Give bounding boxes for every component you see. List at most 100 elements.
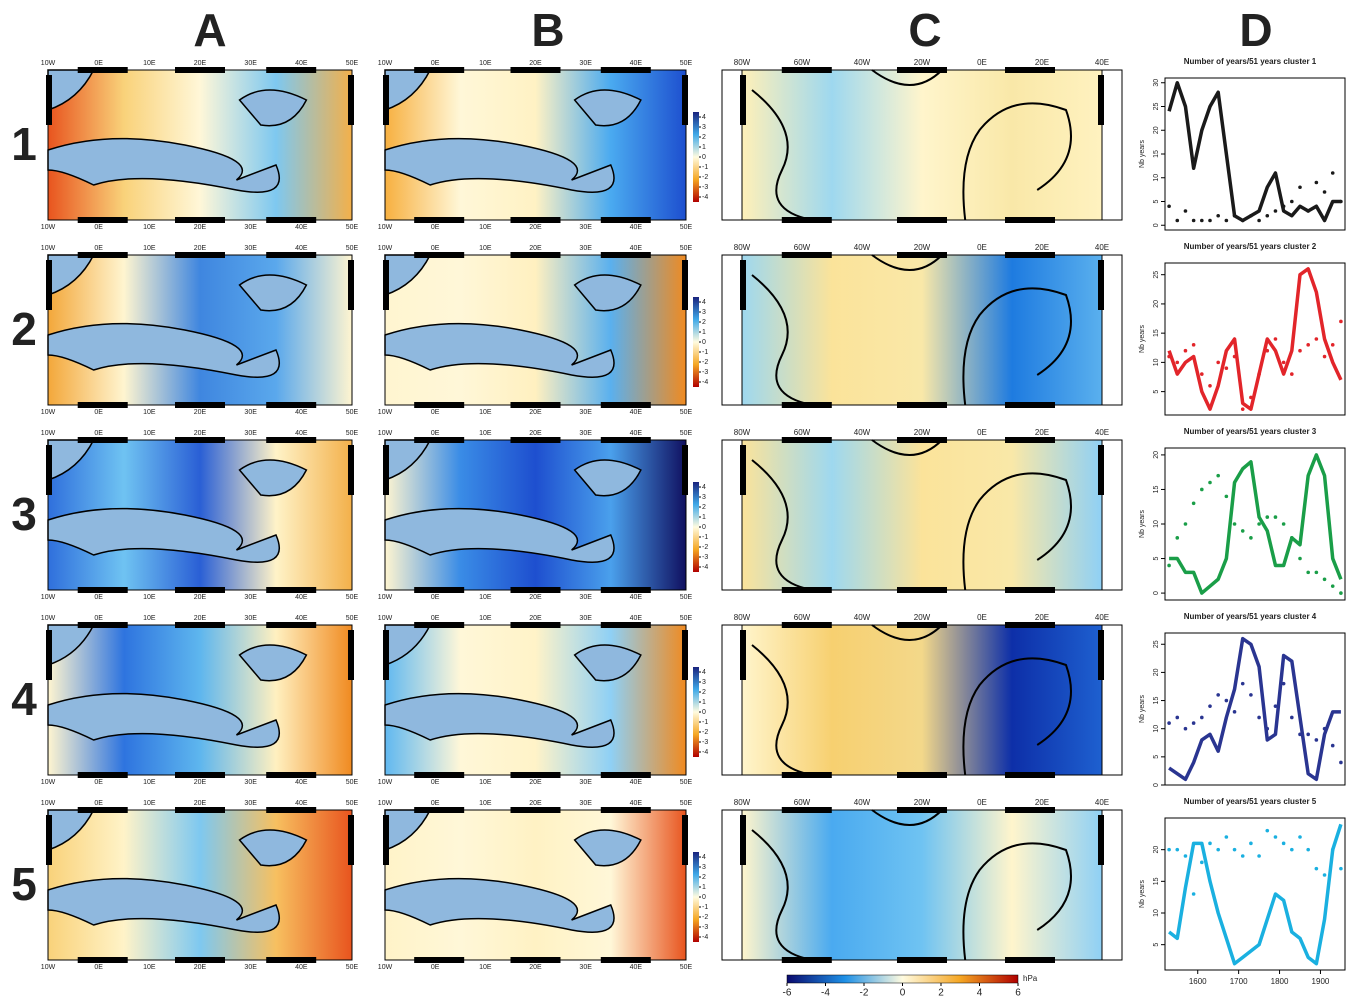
series-dot <box>1191 343 1196 347</box>
series-dot <box>1175 218 1180 223</box>
map-panel: 10W 10W 0E 0E 10E 10E 20E 20E 30E 30E 40E 40E 50E 50E <box>378 800 693 971</box>
frame-bar <box>175 957 225 963</box>
series-line <box>1168 636 1341 782</box>
lon-label: 0E <box>431 245 440 252</box>
map-frame-outer <box>721 809 1123 961</box>
series-dot <box>1322 577 1327 582</box>
sea <box>47 507 281 563</box>
colorbar-tick-label: -3 <box>702 554 708 561</box>
map-panel: 10W 10W 0E 0E 10E 10E 20E 20E 30E 30E 40E 40E 50E 50E <box>41 615 359 786</box>
lon-label: 0E <box>431 430 440 437</box>
lon-label: 40W <box>854 428 871 437</box>
sea <box>238 89 308 127</box>
y-tick-label: 20 <box>1153 846 1160 854</box>
series-dot <box>1208 704 1212 708</box>
y-tick-label: 10 <box>1153 520 1160 528</box>
lon-label: 20E <box>194 224 207 231</box>
colorbar-tick-label: 3 <box>702 864 706 871</box>
frame-bar <box>682 630 688 680</box>
series-dot <box>1224 366 1229 371</box>
series-dot <box>1167 204 1171 209</box>
lon-label: 0E <box>977 798 987 807</box>
map-field <box>742 440 1102 590</box>
series-dot <box>1265 726 1270 731</box>
series-dot <box>1216 847 1220 852</box>
map-panel: 10W 10W 0E 0E 10E 10E 20E 20E 30E 30E 40E 40E 50E 50E <box>378 430 693 601</box>
lon-label: 10E <box>143 964 156 971</box>
row-label: 1 <box>11 118 37 170</box>
frame-bar <box>383 815 389 865</box>
colorbar-unit: hPa <box>1023 974 1038 983</box>
lon-label: 10W <box>378 409 393 416</box>
coast <box>751 439 1072 591</box>
lon-label: 40E <box>295 594 308 601</box>
series-dot <box>1175 360 1180 365</box>
frame-bar <box>266 587 317 593</box>
colorbar-tick-label: 3 <box>702 124 706 131</box>
sea <box>573 829 642 867</box>
map-panel: 10W 10W 0E 0E 10E 10E 20E 20E 30E 30E 40E 40E 50E 50E <box>41 430 359 601</box>
series-dot <box>1232 710 1237 714</box>
column-label: C <box>908 4 941 56</box>
frame-bar <box>600 587 651 593</box>
lon-label: 40E <box>630 800 643 807</box>
frame-bar <box>1098 445 1104 495</box>
lon-label: 10E <box>143 615 156 622</box>
y-tick-label: 10 <box>1153 358 1160 366</box>
coast <box>751 809 1072 961</box>
sea <box>573 274 642 312</box>
sea <box>238 459 308 497</box>
lon-label: 20E <box>529 779 542 786</box>
colorbar <box>693 852 699 942</box>
series-dot <box>1298 348 1302 353</box>
series-dot <box>1175 847 1180 852</box>
lon-label: 40E <box>1095 243 1109 252</box>
frame-bar <box>77 587 128 593</box>
series-dot <box>1257 372 1261 376</box>
frame-bar <box>77 622 128 628</box>
frame-bar <box>510 67 561 73</box>
series-dot <box>1167 354 1171 359</box>
series-dot <box>1330 847 1335 852</box>
sea <box>47 322 281 378</box>
map-frame-outer <box>721 439 1123 591</box>
colorbar-tick-label: -1 <box>702 534 708 541</box>
lon-label: 0E <box>94 800 103 807</box>
series-dot <box>1330 743 1335 748</box>
colorbar-tick-label: 0 <box>702 154 706 161</box>
map-panel: 10W 10W 0E 0E 10E 10E 20E 20E 30E 30E 40E 40E 50E 50E <box>378 615 693 786</box>
series-dot <box>1200 715 1204 720</box>
lon-label: 0E <box>977 613 987 622</box>
colorbar-tick-label: -4 <box>821 988 830 999</box>
colorbar-tick-label: 4 <box>702 299 706 306</box>
colorbar-tick-label: -4 <box>702 379 708 386</box>
series-dot <box>1265 213 1270 218</box>
lon-label: 40E <box>630 964 643 971</box>
series-dot <box>1183 209 1188 213</box>
frame-bar <box>175 622 225 628</box>
y-tick-label: 25 <box>1153 271 1160 279</box>
colorbar-tick-label: -1 <box>702 904 708 911</box>
frame-bar <box>348 75 354 125</box>
y-axis-label: Nb years <box>1139 509 1146 538</box>
lon-label: 10W <box>41 245 56 252</box>
lon-label: 10W <box>378 60 393 67</box>
map-frame-outer <box>721 624 1123 776</box>
lon-label: 10W <box>378 779 393 786</box>
lon-label: 30E <box>244 800 257 807</box>
series-dot <box>1200 487 1204 492</box>
lon-label: 50E <box>680 245 693 252</box>
chart-title: Number of years/51 years cluster 2 <box>1184 242 1317 251</box>
y-tick-label: 15 <box>1153 877 1160 885</box>
series-dot <box>1314 738 1319 742</box>
lon-label: 10E <box>143 800 156 807</box>
series-dot <box>1240 854 1245 858</box>
sea <box>47 877 281 933</box>
frame-bar <box>510 217 561 223</box>
lon-label: 30E <box>244 430 257 437</box>
colorbar <box>693 297 699 387</box>
lon-label: 10W <box>41 224 56 231</box>
map-panel: 10W 10W 0E 0E 10E 10E 20E 20E 30E 30E 40E 40E 50E 50E <box>41 60 359 231</box>
colorbar <box>693 482 699 572</box>
lon-label: 40E <box>295 964 308 971</box>
